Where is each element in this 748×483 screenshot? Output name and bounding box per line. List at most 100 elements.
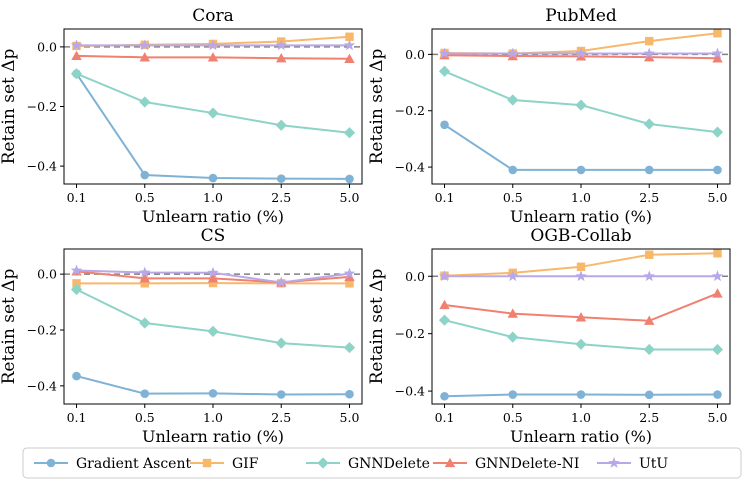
data-point-gradient-ascent (644, 165, 654, 175)
chart-panel-pubmed: PubMed 0.1 0.5 1.0 2.5 5.0 0.0 −0.2 −0.4 Unlearn … (367, 6, 731, 226)
data-point-gnndelete (643, 118, 655, 130)
data-point-utu (575, 270, 587, 282)
x-axis-label: Unlearn ratio (%) (510, 207, 652, 226)
legend-marker-square-icon (202, 458, 212, 468)
y-tick-label: −0.4 (27, 378, 57, 393)
y-tick-label: −0.2 (395, 103, 425, 118)
chart-panels: Cora 0.1 0.5 1.0 2.5 5.0 0.0 −0.2 −0.4 Unlearn ra… (0, 6, 731, 446)
chart-title: OGB-Collab (530, 226, 631, 246)
data-point-utu (139, 266, 151, 278)
x-tick-label: 0.5 (135, 410, 155, 425)
x-tick-label: 5.0 (708, 190, 728, 205)
data-point-gradient-ascent (345, 389, 354, 399)
data-point-gnndelete (643, 343, 655, 356)
data-point-utu (711, 270, 724, 282)
data-point-gradient-ascent (440, 120, 449, 130)
data-point-gif (140, 279, 149, 288)
legend-label: GNNDelete-NI (475, 456, 579, 472)
y-axis-label: Retain set Δp (0, 268, 19, 384)
legend-label: Gradient Ascent (76, 456, 191, 472)
data-point-utu (275, 276, 287, 288)
x-tick-label: 5.0 (708, 410, 728, 425)
x-tick-label: 5.0 (340, 410, 360, 425)
data-point-gnndelete-ni (644, 315, 655, 325)
legend-marker-star-icon (608, 457, 620, 468)
data-point-utu (711, 47, 724, 59)
data-point-gradient-ascent (644, 390, 654, 400)
data-point-gnndelete (343, 341, 356, 354)
data-point-gradient-ascent (508, 390, 518, 399)
data-point-gif (645, 36, 654, 46)
series-line-gnndelete (76, 72, 350, 134)
x-tick-label: 0.5 (503, 190, 523, 205)
legend-marker-triangle-icon (444, 457, 456, 468)
data-point-utu (575, 47, 587, 59)
legend-marker-circle-icon (46, 458, 56, 468)
y-tick-label: −0.2 (27, 322, 57, 337)
data-point-utu (207, 39, 219, 51)
legend-label: GNNDelete (348, 456, 430, 472)
x-tick-label: 2.5 (639, 410, 659, 425)
data-point-utu (139, 39, 151, 51)
data-point-gnndelete (275, 337, 287, 349)
legend-item-gradient-ascent: Gradient Ascent (34, 456, 191, 472)
data-point-gradient-ascent (508, 165, 518, 175)
x-tick-label: 1.0 (203, 410, 223, 425)
data-point-gif (208, 278, 218, 288)
y-tick-label: 0.0 (405, 47, 425, 62)
x-tick-label: 2.5 (271, 190, 291, 205)
data-point-gif (713, 29, 722, 38)
x-tick-label: 1.0 (571, 190, 591, 205)
data-point-gradient-ascent (208, 389, 218, 398)
data-point-gradient-ascent (72, 371, 81, 381)
data-point-gnndelete-ni (71, 50, 82, 60)
data-point-utu (643, 47, 655, 59)
data-point-utu (507, 47, 519, 59)
data-point-gnndelete (438, 65, 451, 77)
data-point-gnndelete-ni (712, 53, 723, 63)
data-point-gradient-ascent (345, 174, 354, 184)
data-point-utu (438, 270, 451, 282)
data-point-gnndelete (207, 107, 219, 119)
data-point-gnndelete-ni (644, 51, 655, 62)
series-line-gnndelete (76, 288, 350, 349)
y-axis-label: Retain set Δp (0, 48, 19, 164)
data-point-gradient-ascent (276, 390, 286, 399)
data-point-gnndelete-ni (575, 312, 587, 322)
chart-panel-cs: CS 0.1 0.5 1.0 2.5 5.0 0.0 −0.2 −0.4 Unlearn rati… (0, 226, 363, 446)
x-axis-label: Unlearn ratio (%) (142, 207, 284, 226)
legend-marker-diamond-icon (317, 457, 329, 469)
data-point-gif (345, 32, 354, 41)
data-point-gnndelete (343, 127, 356, 139)
data-point-gif (645, 250, 654, 259)
data-point-gnndelete (575, 99, 587, 111)
legend-item-utu: UtU (597, 456, 668, 472)
legend-label: UtU (639, 456, 668, 472)
data-point-gnndelete (507, 331, 519, 343)
x-tick-label: 0.1 (435, 410, 455, 425)
data-point-utu (643, 270, 655, 282)
data-point-gnndelete-ni (712, 288, 723, 298)
chart-panel-ogb-collab: OGB-Collab 0.1 0.5 1.0 2.5 5.0 0.0 −0.2 −0.4 Unle… (367, 226, 731, 446)
legend: Gradient Ascent GIF GNNDelete GNNDelete-NI U… (22, 447, 742, 479)
y-axis-label: Retain set Δp (367, 48, 387, 164)
legend-label: GIF (232, 456, 259, 472)
data-point-gradient-ascent (576, 390, 586, 399)
data-point-gradient-ascent (208, 173, 218, 183)
data-point-utu (207, 266, 219, 278)
chart-panel-cora: Cora 0.1 0.5 1.0 2.5 5.0 0.0 −0.2 −0.4 Unlearn ra… (0, 6, 363, 226)
y-tick-label: −0.4 (395, 384, 425, 399)
x-axis-label: Unlearn ratio (%) (142, 427, 284, 446)
legend-item-gnndelete-ni: GNNDelete-NI (433, 456, 579, 472)
data-point-gradient-ascent (713, 165, 722, 175)
x-tick-label: 2.5 (639, 190, 659, 205)
x-tick-label: 1.0 (203, 190, 223, 205)
legend-item-gif: GIF (190, 456, 259, 472)
data-point-utu (70, 264, 83, 276)
data-point-gradient-ascent (440, 391, 449, 401)
legend-frame (22, 447, 742, 479)
data-point-gradient-ascent (140, 170, 150, 180)
x-tick-label: 5.0 (340, 190, 360, 205)
data-point-utu (275, 39, 287, 51)
